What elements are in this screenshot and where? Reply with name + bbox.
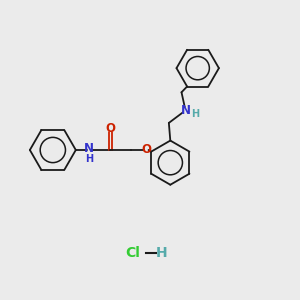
Text: N: N bbox=[181, 104, 191, 117]
Text: N: N bbox=[84, 142, 94, 155]
Text: H: H bbox=[191, 109, 199, 119]
Text: O: O bbox=[141, 143, 151, 157]
Text: H: H bbox=[85, 154, 93, 164]
Text: Cl: Cl bbox=[125, 246, 140, 260]
Text: H: H bbox=[155, 246, 167, 260]
Text: O: O bbox=[105, 122, 115, 135]
